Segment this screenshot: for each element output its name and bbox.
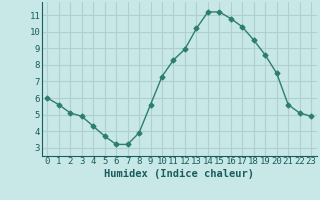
X-axis label: Humidex (Indice chaleur): Humidex (Indice chaleur) [104, 169, 254, 179]
